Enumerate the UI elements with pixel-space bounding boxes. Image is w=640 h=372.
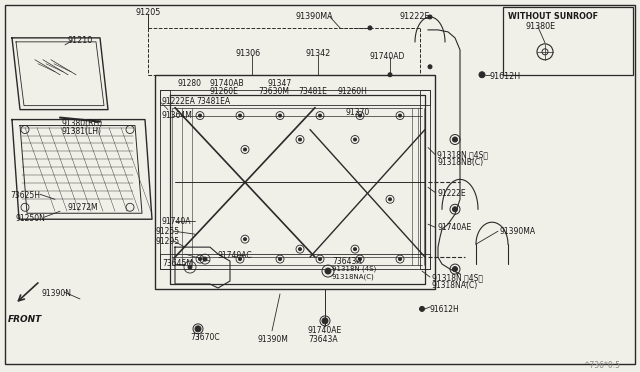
Text: 91364M: 91364M (162, 110, 193, 120)
Text: 73625H: 73625H (10, 191, 40, 201)
Bar (160, 90, 430, 105)
Bar (160, 90, 170, 269)
Circle shape (428, 15, 432, 19)
Circle shape (298, 138, 301, 141)
Circle shape (428, 65, 432, 69)
Text: 91250N: 91250N (15, 214, 45, 223)
Text: 91255: 91255 (155, 227, 179, 236)
Text: 91280: 91280 (178, 79, 202, 88)
Text: ^736*0.5: ^736*0.5 (583, 361, 620, 370)
Circle shape (198, 114, 202, 117)
Text: 91205: 91205 (135, 8, 161, 17)
Circle shape (368, 26, 372, 30)
Circle shape (325, 268, 331, 274)
Text: 91222EA: 91222EA (161, 97, 195, 106)
Circle shape (198, 257, 202, 261)
Text: 91222E: 91222E (400, 12, 431, 21)
Circle shape (358, 257, 362, 261)
Circle shape (452, 137, 458, 142)
Circle shape (319, 257, 321, 261)
Text: 91260E: 91260E (210, 87, 239, 96)
Bar (420, 90, 430, 269)
Text: 91210: 91210 (68, 36, 93, 45)
Text: 91390M: 91390M (258, 335, 289, 344)
Circle shape (319, 114, 321, 117)
Text: 91381(LH): 91381(LH) (62, 126, 102, 135)
Circle shape (322, 318, 328, 324)
Circle shape (353, 248, 356, 251)
Text: 91740AB: 91740AB (210, 79, 244, 88)
Text: 73481EA: 73481EA (196, 97, 230, 106)
Circle shape (399, 114, 401, 117)
Text: 91318N 〨4S〩: 91318N 〨4S〩 (437, 150, 488, 160)
Text: 91740AD: 91740AD (370, 52, 405, 61)
Text: 91260H: 91260H (338, 87, 368, 96)
Circle shape (195, 326, 201, 332)
Text: 91318NA(C): 91318NA(C) (432, 281, 478, 290)
Text: 91380E: 91380E (525, 22, 555, 31)
Circle shape (399, 257, 401, 261)
Bar (503, 7, 633, 75)
Text: 73630M: 73630M (258, 87, 289, 96)
Circle shape (388, 198, 392, 201)
Text: 91390N: 91390N (42, 289, 72, 298)
Circle shape (278, 114, 282, 117)
Text: 91318NA(C): 91318NA(C) (332, 273, 375, 279)
Text: 91370: 91370 (345, 108, 369, 117)
Circle shape (388, 73, 392, 77)
Text: 91272M: 91272M (68, 203, 99, 212)
Bar (160, 254, 430, 269)
Text: 91390MA: 91390MA (500, 227, 536, 236)
Text: 91222E: 91222E (437, 189, 466, 198)
Circle shape (358, 114, 362, 117)
Text: 91740AE: 91740AE (437, 223, 471, 232)
Circle shape (243, 148, 246, 151)
Text: 91380(RH): 91380(RH) (62, 119, 103, 128)
Text: 91612H: 91612H (490, 72, 521, 81)
Text: 91306: 91306 (236, 49, 261, 58)
Text: 91390MA: 91390MA (295, 12, 333, 21)
Circle shape (243, 238, 246, 241)
Text: WITHOUT SUNROOF: WITHOUT SUNROOF (508, 12, 598, 21)
Circle shape (452, 267, 458, 272)
Text: 91347: 91347 (268, 79, 292, 88)
Circle shape (188, 265, 192, 269)
Text: 91740AC: 91740AC (218, 251, 253, 260)
Circle shape (419, 307, 424, 311)
Text: 73481E: 73481E (298, 87, 327, 96)
Bar (155, 75, 435, 289)
Circle shape (452, 207, 458, 212)
Text: 91740AE: 91740AE (308, 326, 342, 335)
Circle shape (239, 257, 241, 261)
Text: 91318NB(C): 91318NB(C) (437, 158, 483, 167)
Text: 91342: 91342 (306, 49, 332, 58)
Text: 73643A: 73643A (308, 335, 338, 344)
Circle shape (239, 114, 241, 117)
Circle shape (479, 72, 485, 78)
Text: 73643A: 73643A (332, 257, 362, 266)
Circle shape (353, 138, 356, 141)
Text: 91318N 〨4S〩: 91318N 〨4S〩 (432, 273, 483, 282)
Text: 73645M: 73645M (162, 259, 193, 268)
Circle shape (298, 248, 301, 251)
Text: 91740A: 91740A (162, 217, 191, 226)
Circle shape (203, 257, 207, 261)
Text: 91295: 91295 (155, 237, 179, 246)
Circle shape (278, 257, 282, 261)
Text: FRONT: FRONT (8, 315, 42, 324)
Text: 91318N (4S): 91318N (4S) (332, 265, 376, 272)
Text: 73670C: 73670C (190, 333, 220, 342)
Text: 91612H: 91612H (430, 305, 460, 314)
